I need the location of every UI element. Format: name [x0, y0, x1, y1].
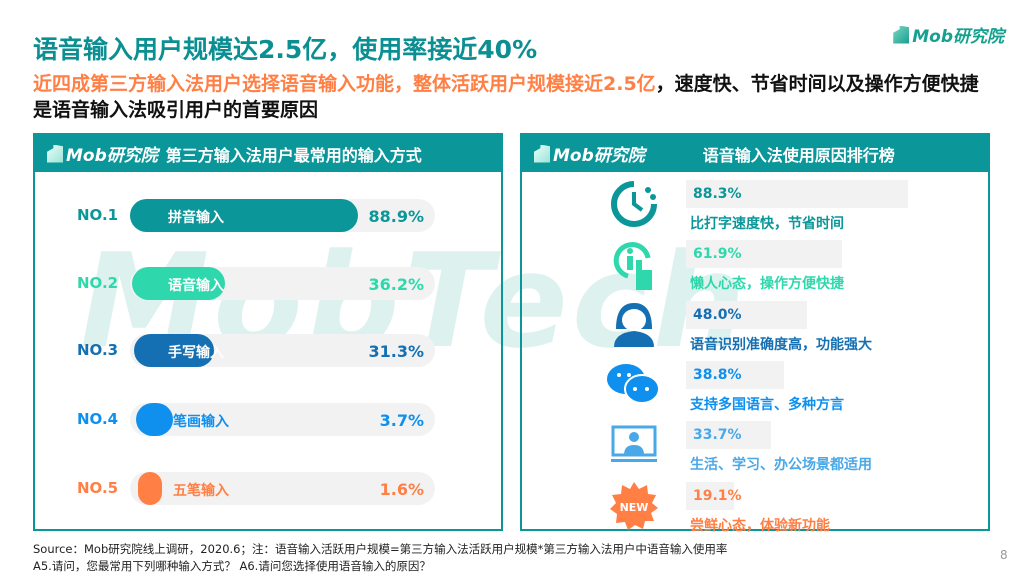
bar-category: 五笔输入 — [173, 483, 229, 499]
building-icon — [893, 25, 910, 44]
bar-fill — [136, 403, 173, 436]
left-panel-header: Mob研究院 第三方输入法用户最常用的输入方式 — [35, 135, 501, 172]
reason-value-label: 48.0% — [693, 306, 742, 323]
rank-label: NO.2 — [77, 274, 119, 292]
reason-value-label: 19.1% — [693, 487, 742, 504]
reason-bar — [686, 300, 807, 329]
bar-category: 手写输入 — [168, 345, 224, 361]
reason-label: 比打字速度快，节省时间 — [690, 216, 844, 232]
bar-value-label: 31.3% — [368, 342, 424, 361]
subtitle-rest: ，速度快、节省时间以及操作方便快捷是语音输入法吸引用户的首要原因 — [33, 73, 979, 121]
bar-track — [130, 472, 435, 505]
reason-bar — [686, 421, 771, 450]
bar-value-label: 88.9% — [368, 207, 424, 226]
bar-fill — [130, 199, 358, 232]
bar-category: 笔画输入 — [173, 414, 229, 430]
bar-value-label: 1.6% — [379, 480, 424, 499]
right-panel: Mob研究院 语音输入法使用原因排行榜 — [520, 133, 990, 531]
tap-info-icon — [606, 238, 662, 291]
bar-track — [130, 403, 435, 436]
reason-value-label: 33.7% — [693, 427, 742, 444]
page-number: 8 — [1000, 548, 1008, 562]
rank-label: NO.3 — [77, 341, 119, 359]
subtitle-highlight: 近四成第三方输入法用户选择语音输入功能，整体活跃用户规模接近2.5亿 — [33, 73, 656, 95]
page-title: 语音输入用户规模达2.5亿，使用率接近40% — [33, 35, 538, 64]
right-panel-header: Mob研究院 语音输入法使用原因排行榜 — [522, 135, 988, 172]
bar-fill — [138, 472, 163, 505]
chat-bubbles-icon — [606, 359, 662, 411]
panel-logo: Mob研究院 — [534, 141, 645, 166]
footer-source: Source：Mob研究院线上调研，2020.6；注：语音输入活跃用户规模=第三… — [33, 542, 728, 556]
footer-questions: A5.请问，您最常用下列哪种输入方式？ A6.请问您选择使用语音输入的原因？ — [33, 559, 431, 573]
building-icon — [47, 144, 63, 163]
headset-agent-icon — [606, 299, 662, 351]
rank-label: NO.1 — [77, 206, 119, 224]
reason-value-label: 61.9% — [693, 246, 742, 263]
reason-value-label: 88.3% — [693, 186, 742, 202]
reason-label: 懒人心态，操作方便快捷 — [690, 276, 844, 293]
bar-fill — [132, 267, 225, 300]
reason-value-label: 38.8% — [693, 366, 742, 383]
reason-label: 支持多国语言、多种方言 — [690, 396, 844, 413]
subtitle: 近四成第三方输入法用户选择语音输入功能，整体活跃用户规模接近2.5亿，速度快、节… — [33, 71, 993, 123]
monitor-person-icon — [606, 419, 662, 471]
reason-bar — [686, 360, 784, 389]
brand-logo: Mob研究院 — [893, 22, 1004, 47]
reason-label: 语音识别准确度高，功能强大 — [690, 336, 872, 353]
new-badge-icon: NEW — [606, 480, 662, 532]
reason-label: 生活、学习、办公场景都适用 — [690, 457, 872, 474]
bar-value-label: 36.2% — [368, 275, 424, 294]
reason-label: 尝鲜心态，体验新功能 — [690, 517, 830, 534]
reason-bar — [686, 180, 908, 208]
rank-label: NO.5 — [77, 479, 119, 497]
bar-value-label: 3.7% — [379, 411, 424, 430]
left-panel-title: 第三方输入法用户最常用的输入方式 — [165, 145, 422, 165]
rank-label: NO.4 — [77, 410, 119, 428]
reason-bar — [686, 481, 735, 510]
right-panel-title: 语音输入法使用原因排行榜 — [702, 145, 895, 165]
new-badge-text: NEW — [620, 501, 649, 514]
building-icon — [534, 144, 550, 163]
clock-icon — [606, 178, 662, 230]
left-panel: Mob研究院 第三方输入法用户最常用的输入方式 — [33, 133, 503, 531]
panel-logo: Mob研究院 — [47, 141, 158, 166]
reason-bar — [686, 240, 842, 269]
bar-fill — [134, 334, 215, 367]
bar-category: 语音输入 — [168, 278, 224, 294]
bar-category: 拼音输入 — [168, 210, 224, 226]
